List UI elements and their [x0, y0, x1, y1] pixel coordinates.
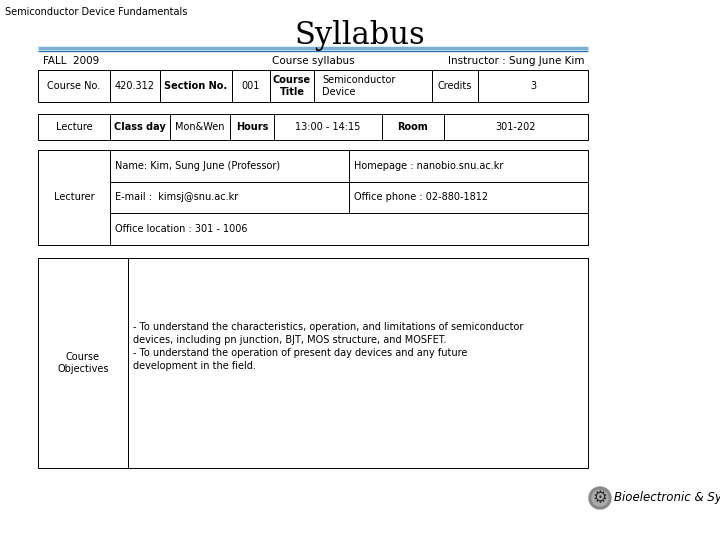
Text: Office location : 301 - 1006: Office location : 301 - 1006 [115, 224, 248, 234]
Text: 13:00 - 14:15: 13:00 - 14:15 [295, 122, 361, 132]
Text: Credits: Credits [438, 81, 472, 91]
Text: - To understand the operation of present day devices and any future: - To understand the operation of present… [133, 348, 467, 359]
Bar [110, 114, 170, 140]
Bar [38, 150, 110, 245]
Text: Name: Kim, Sung June (Professor): Name: Kim, Sung June (Professor) [115, 161, 280, 171]
Text: FALL  2009: FALL 2009 [43, 56, 99, 66]
Bar [170, 114, 230, 140]
Bar [274, 114, 382, 140]
Text: ⚙: ⚙ [593, 489, 608, 507]
Text: Course No.: Course No. [48, 81, 101, 91]
Bar [382, 114, 444, 140]
Text: Course
Title: Course Title [273, 75, 311, 97]
Text: Class day: Class day [114, 122, 166, 132]
Text: 001: 001 [242, 81, 260, 91]
Text: Syllabus: Syllabus [294, 20, 426, 51]
Bar [110, 213, 588, 245]
Bar [110, 70, 160, 102]
Bar [444, 114, 588, 140]
Text: devices, including pn junction, BJT, MOS structure, and MOSFET.: devices, including pn junction, BJT, MOS… [133, 335, 446, 346]
Bar [349, 181, 588, 213]
Text: - To understand the characteristics, operation, and limitations of semiconductor: - To understand the characteristics, ope… [133, 322, 523, 333]
Text: Bioelectronic & Systems Lab.: Bioelectronic & Systems Lab. [614, 491, 720, 504]
Bar [128, 258, 588, 468]
Bar [432, 70, 478, 102]
Bar [349, 150, 588, 181]
Text: Office phone : 02-880-1812: Office phone : 02-880-1812 [354, 192, 488, 202]
Bar [110, 181, 349, 213]
Bar [38, 70, 110, 102]
Text: Course
Objectives: Course Objectives [58, 352, 109, 374]
Bar [110, 150, 349, 181]
Text: Semiconductor Device Fundamentals: Semiconductor Device Fundamentals [5, 7, 187, 17]
Bar [314, 70, 432, 102]
Text: Section No.: Section No. [164, 81, 228, 91]
Bar [38, 114, 110, 140]
Bar [38, 258, 128, 468]
Bar [230, 114, 274, 140]
Text: E-mail :  kimsj@snu.ac.kr: E-mail : kimsj@snu.ac.kr [115, 192, 238, 202]
Circle shape [592, 490, 608, 506]
Text: Semiconductor
Device: Semiconductor Device [322, 75, 395, 97]
Text: Lecture: Lecture [55, 122, 92, 132]
Text: Course syllabus: Course syllabus [271, 56, 354, 66]
Text: 301-202: 301-202 [496, 122, 536, 132]
Bar [270, 70, 314, 102]
Bar [232, 70, 270, 102]
Text: Mon&Wen: Mon&Wen [175, 122, 225, 132]
Text: Hours: Hours [236, 122, 268, 132]
Text: Lecturer: Lecturer [54, 192, 94, 202]
Text: Instructor : Sung June Kim: Instructor : Sung June Kim [449, 56, 585, 66]
Bar [160, 70, 232, 102]
Text: 420.312: 420.312 [115, 81, 155, 91]
Text: 3: 3 [530, 81, 536, 91]
Text: Room: Room [397, 122, 428, 132]
Text: development in the field.: development in the field. [133, 361, 256, 372]
Bar [478, 70, 588, 102]
Text: Homepage : nanobio.snu.ac.kr: Homepage : nanobio.snu.ac.kr [354, 161, 503, 171]
Circle shape [589, 487, 611, 509]
